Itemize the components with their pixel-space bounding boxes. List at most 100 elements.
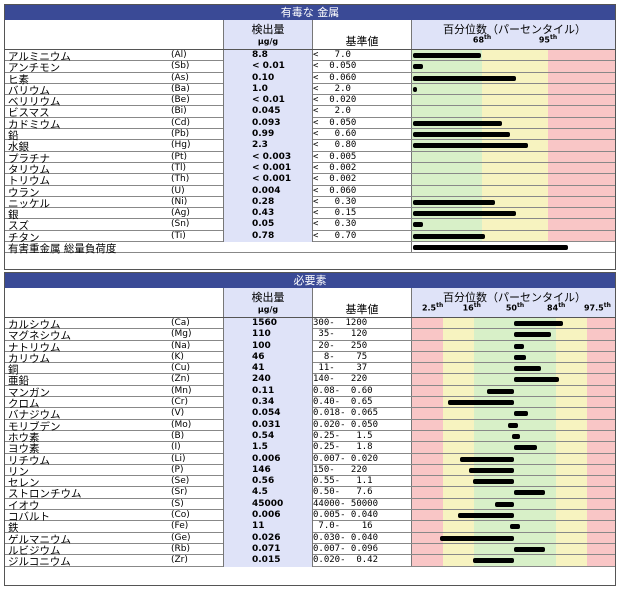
percentile-band: [412, 374, 443, 385]
element-reference-range: < 2.0: [313, 83, 351, 94]
percentile-band: [587, 555, 615, 566]
percentile-band: [556, 318, 588, 329]
percentile-bar: [460, 456, 514, 462]
element-row: ウラン (U) 0.004 < 0.060: [5, 185, 615, 199]
percentile-band: [442, 363, 474, 374]
element-row: リチウム (Li) 0.006 0.007- 0.020: [5, 453, 615, 467]
element-reference-range: < 0.60: [313, 129, 357, 140]
element-concentration: < 0.001: [223, 174, 313, 186]
percentile-band: [442, 430, 474, 442]
toxic-metals-section: 有毒な 金属 検出量 µg/g 基準値 百分位数（パーセンタイル） 68th 95…: [4, 4, 616, 270]
element-row: ホウ素 (B) 0.54 0.25- 1.5: [5, 430, 615, 444]
element-concentration: 0.031: [223, 419, 313, 431]
element-row: カリウム (K) 46 8- 75: [5, 351, 615, 365]
percentile-band: [556, 464, 588, 476]
percentile-band: [442, 318, 474, 329]
element-name: ヒ素: [8, 73, 29, 86]
element-reference-range: < 0.30: [313, 219, 357, 230]
element-concentration: 2.3: [223, 140, 313, 152]
percentile-band: [547, 72, 615, 83]
percentile-band: [556, 374, 588, 385]
percentile-band: [442, 408, 474, 419]
percentile-band: [412, 95, 483, 106]
element-name: モリブデン: [8, 420, 61, 433]
element-symbol: (Pb): [171, 129, 190, 140]
element-reference-range: 0.018- 0.065: [313, 408, 379, 419]
percentile-band: [547, 162, 615, 174]
percentile-band: [587, 453, 615, 464]
percentile-bar: [413, 233, 486, 239]
element-name: タリウム: [8, 163, 50, 176]
percentile-band: [412, 464, 443, 476]
element-row: ニッケル (Ni) 0.28 < 0.30: [5, 196, 615, 210]
percentile-band: [587, 510, 615, 521]
percentile-cell: [411, 453, 615, 464]
percentile-band: [412, 442, 443, 453]
element-reference-range: < 0.80: [313, 140, 357, 151]
element-symbol: (U): [171, 185, 185, 196]
percentile-band: [587, 464, 615, 476]
element-reference-range: 8- 75: [313, 351, 368, 362]
element-name: コバルト: [8, 511, 50, 524]
element-row: ベリリウム (Be) < 0.01 < 0.020: [5, 95, 615, 108]
element-concentration: 0.006: [223, 453, 313, 465]
element-name: 鉄: [8, 522, 19, 535]
percentile-band: [556, 329, 588, 340]
percentile-tick-suffix: th: [436, 302, 444, 309]
element-name: トリウム: [8, 175, 50, 188]
percentile-band: [547, 129, 615, 140]
element-concentration: 0.10: [223, 72, 313, 84]
element-reference-range: 0.25- 1.5: [313, 430, 373, 441]
element-row: マグネシウム (Mg) 110 35- 120: [5, 329, 615, 342]
element-concentration: 0.05: [223, 219, 313, 231]
element-row: スズ (Sn) 0.05 < 0.30: [5, 219, 615, 232]
element-row: プラチナ (Pt) < 0.003 < 0.005: [5, 151, 615, 165]
percentile-band: [482, 83, 548, 95]
percentile-band: [442, 374, 474, 385]
element-symbol: (Mo): [171, 419, 192, 430]
essential-percentile-label: 百分位数（パーセンタイル）: [443, 291, 586, 304]
percentile-tick-suffix: th: [549, 34, 558, 41]
percentile-band: [412, 106, 483, 117]
percentile-band: [556, 430, 588, 442]
total-load-row: 有害重金属 総量負荷度: [5, 242, 615, 255]
element-row: ゲルマニウム (Ge) 0.026 0.030- 0.040: [5, 532, 615, 546]
element-row: ヒ素 (As) 0.10 < 0.060: [5, 72, 615, 86]
element-concentration: < 0.01: [223, 61, 313, 73]
percentile-bar: [495, 501, 514, 507]
percentile-tick-label: 16th: [463, 302, 481, 313]
percentile-band: [412, 351, 443, 363]
percentile-band: [412, 83, 483, 95]
element-reference-range: 0.25- 1.8: [313, 442, 373, 453]
percentile-band: [482, 95, 548, 106]
element-name: ルビジウム: [8, 544, 61, 557]
percentile-band: [556, 419, 588, 430]
element-reference-range: 0.40- 0.65: [313, 397, 373, 408]
percentile-band: [587, 442, 615, 453]
percentile-bar: [413, 211, 516, 217]
element-symbol: (S): [171, 498, 184, 509]
percentile-band: [412, 174, 483, 185]
element-concentration: 46: [223, 351, 313, 364]
element-name: カリウム: [8, 352, 50, 365]
element-reference-range: 7.0- 16: [313, 521, 373, 532]
element-concentration: 1560: [223, 318, 313, 330]
percentile-tick-suffix: th: [603, 302, 611, 309]
percentile-band: [412, 430, 443, 442]
element-name: イオウ: [8, 499, 40, 512]
percentile-bar: [514, 354, 527, 360]
percentile-bar: [514, 445, 537, 451]
element-reference-range: 0.007- 0.096: [313, 543, 379, 554]
percentile-tick-suffix: th: [558, 302, 566, 309]
percentile-band: [482, 129, 548, 140]
percentile-band: [412, 532, 443, 543]
percentile-band: [547, 208, 615, 219]
essential-section-title: 必要素: [5, 273, 615, 288]
percentile-band: [412, 318, 443, 329]
element-symbol: (V): [171, 408, 185, 419]
percentile-bar: [413, 86, 418, 92]
percentile-bar: [413, 222, 424, 228]
percentile-cell: [411, 95, 615, 106]
percentile-tick-value: 68: [472, 35, 485, 45]
element-name: チタン: [8, 231, 40, 244]
